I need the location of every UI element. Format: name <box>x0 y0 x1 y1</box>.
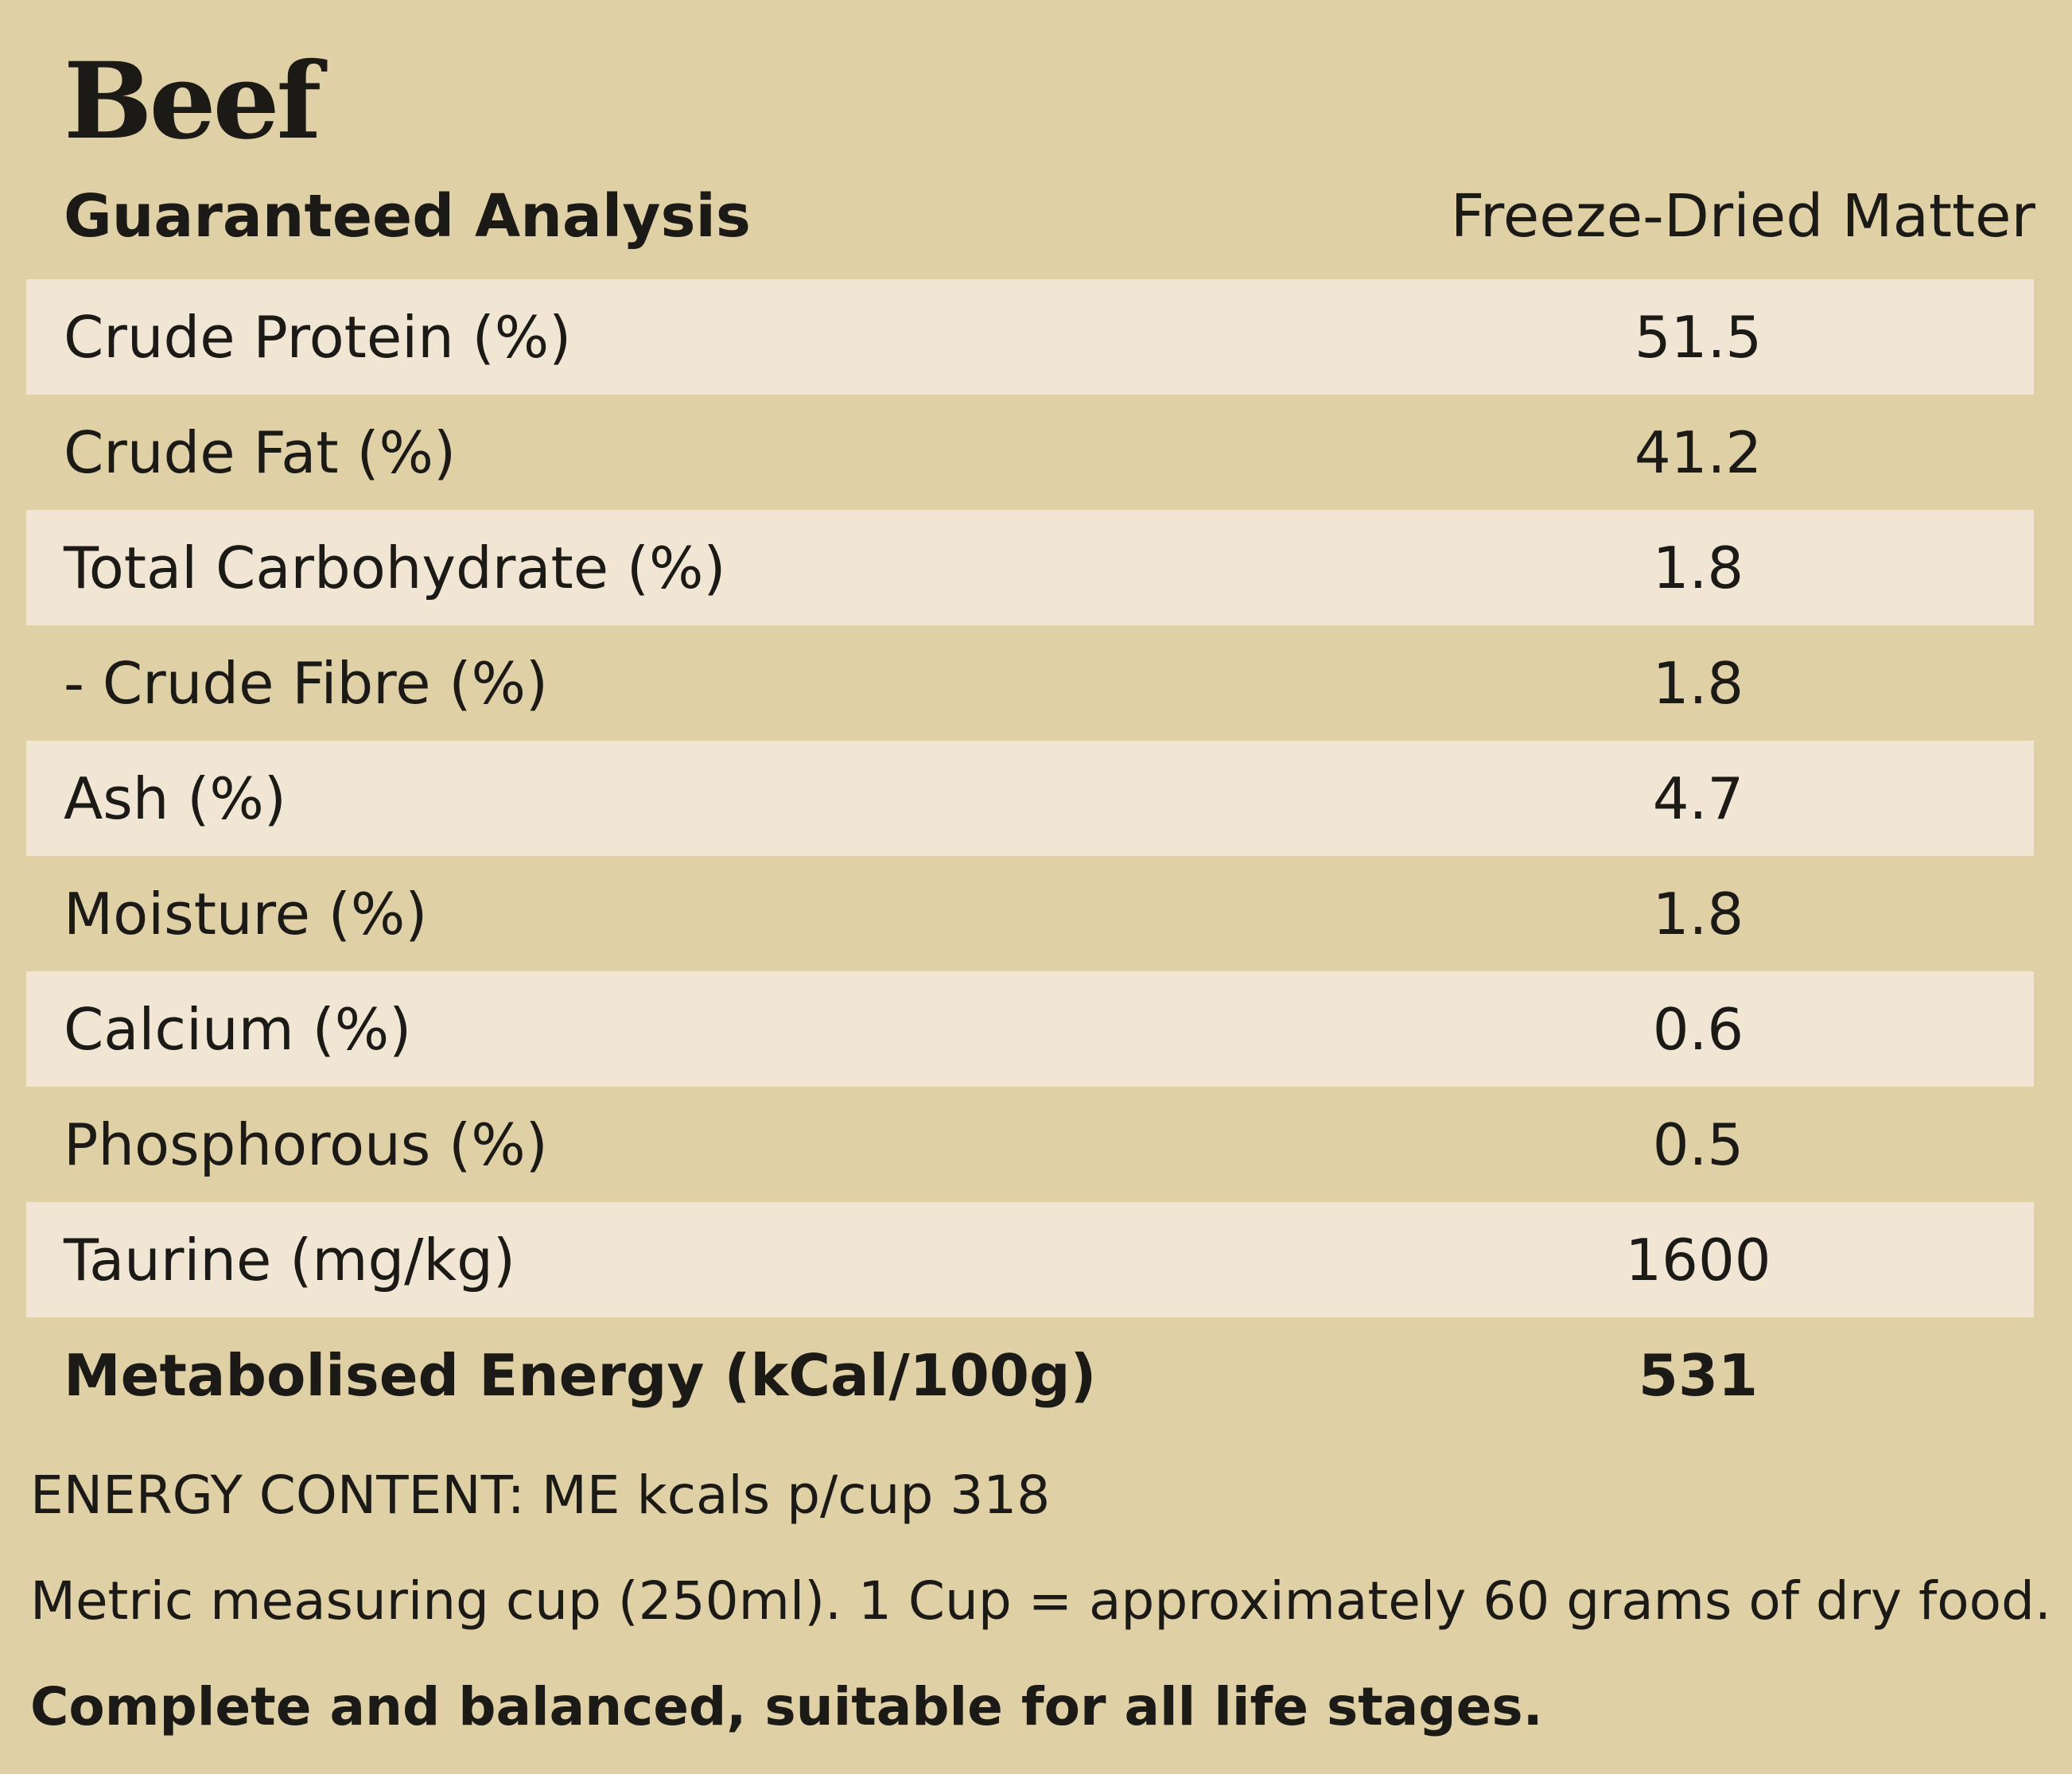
energy-content-note: ENERGY CONTENT: ME kcals p/cup 318 <box>30 1465 1051 1526</box>
row-label: - Crude Fibre (%) <box>64 649 548 717</box>
row-value: 1.8 <box>1652 880 1744 947</box>
row-value: 0.6 <box>1652 995 1744 1063</box>
row-label: Metabolised Energy (kCal/100g) <box>64 1341 1097 1409</box>
table-row-calcium: Calcium (%) 0.6 <box>26 971 2034 1087</box>
row-label: Ash (%) <box>64 764 286 832</box>
row-value: 4.7 <box>1652 764 1744 832</box>
row-value: 51.5 <box>1634 303 1763 371</box>
row-value: 1.8 <box>1652 649 1744 717</box>
row-label: Phosphorous (%) <box>64 1111 548 1178</box>
row-value: 531 <box>1638 1341 1759 1409</box>
table-row-taurine: Taurine (mg/kg) 1600 <box>26 1202 2034 1317</box>
table-row-phosphorous: Phosphorous (%) 0.5 <box>26 1087 2034 1202</box>
table-row-crude-fibre: - Crude Fibre (%) 1.8 <box>26 625 2034 741</box>
row-value: 41.2 <box>1634 418 1763 486</box>
row-value: 0.5 <box>1652 1111 1744 1178</box>
row-label: Total Carbohydrate (%) <box>64 534 726 601</box>
analysis-table: Crude Protein (%) 51.5 Crude Fat (%) 41.… <box>26 279 2034 1433</box>
life-stages-note: Complete and balanced, suitable for all … <box>30 1676 1543 1737</box>
table-row-total-carbohydrate: Total Carbohydrate (%) 1.8 <box>26 510 2034 625</box>
guaranteed-analysis-heading: Guaranteed Analysis <box>64 182 751 251</box>
freeze-dried-matter-heading: Freeze-Dried Matter <box>1450 182 2035 251</box>
table-row-crude-protein: Crude Protein (%) 51.5 <box>26 279 2034 395</box>
row-label: Calcium (%) <box>64 995 412 1063</box>
row-label: Taurine (mg/kg) <box>64 1226 515 1294</box>
table-row-crude-fat: Crude Fat (%) 41.2 <box>26 395 2034 510</box>
table-row-moisture: Moisture (%) 1.8 <box>26 856 2034 971</box>
row-label: Crude Protein (%) <box>64 303 572 371</box>
table-row-metabolised-energy: Metabolised Energy (kCal/100g) 531 <box>26 1317 2034 1433</box>
product-title: Beef <box>64 40 321 163</box>
row-label: Moisture (%) <box>64 880 428 947</box>
row-value: 1.8 <box>1652 534 1744 601</box>
row-label: Crude Fat (%) <box>64 418 457 486</box>
row-value: 1600 <box>1625 1226 1771 1294</box>
cup-measure-note: Metric measuring cup (250ml). 1 Cup = ap… <box>30 1570 2051 1632</box>
table-row-ash: Ash (%) 4.7 <box>26 741 2034 856</box>
